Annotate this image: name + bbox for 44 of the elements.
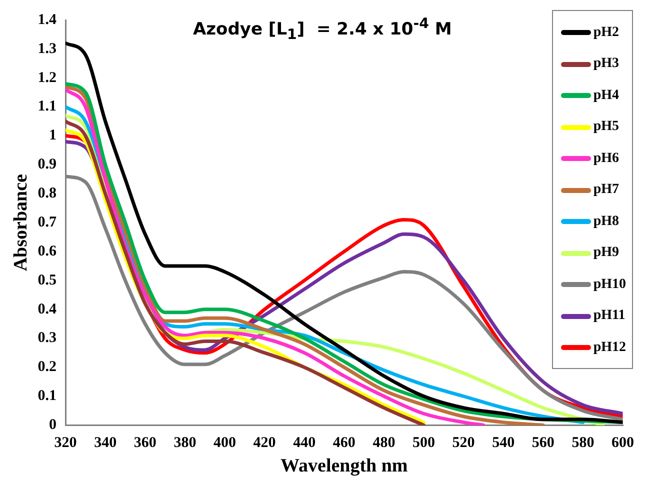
x-tick-label: 420 (253, 435, 276, 452)
legend-label: pH2 (593, 24, 619, 41)
legend-label: pH12 (593, 340, 626, 356)
legend-label: pH8 (593, 214, 619, 230)
x-tick-label: 360 (134, 435, 156, 452)
x-tick-label: 320 (54, 435, 77, 452)
y-tick-label: 1.2 (38, 70, 57, 86)
x-tick-label: 580 (572, 435, 594, 452)
y-tick-label: 1.1 (38, 98, 57, 115)
legend-label: pH9 (593, 245, 619, 262)
legend-label: pH5 (593, 119, 619, 136)
y-tick-label: 0.3 (38, 330, 57, 346)
y-tick-label: 1.4 (38, 12, 58, 28)
y-tick-label: 0.6 (38, 243, 58, 260)
y-tick-label: 1.3 (38, 40, 57, 57)
y-tick-label: 1 (49, 128, 57, 144)
x-tick-label: 460 (332, 435, 356, 452)
legend-label: pH7 (593, 182, 619, 198)
y-tick-label: 0.1 (38, 388, 57, 404)
y-axis-title: Absorbance (10, 174, 32, 272)
y-tick-label: 0.9 (38, 156, 57, 173)
y-tick-label: 0.7 (38, 214, 58, 230)
legend-label: pH11 (593, 308, 626, 324)
x-tick-label: 500 (412, 435, 435, 452)
x-tick-label: 400 (214, 435, 236, 452)
y-tick-label: 0.4 (38, 301, 58, 318)
chart-title: Azodye [L$_{1}$] = 2.4 x 10$^{-4}$ M (193, 16, 452, 44)
y-tick-label: 0 (49, 417, 57, 434)
x-tick-label: 440 (293, 435, 316, 452)
x-tick-label: 560 (532, 435, 554, 452)
x-tick-label: 380 (174, 435, 196, 452)
x-tick-label: 520 (452, 435, 475, 452)
legend-label: pH4 (593, 88, 619, 104)
legend-label: pH3 (593, 56, 619, 72)
x-axis-title: Wavelength nm (280, 456, 408, 477)
y-tick-label: 0.8 (38, 186, 57, 202)
legend-label: pH10 (593, 276, 626, 293)
legend-label: pH6 (593, 150, 619, 167)
x-tick-label: 540 (492, 435, 515, 452)
x-tick-label: 480 (372, 435, 396, 452)
x-tick-label: 600 (612, 435, 634, 452)
y-tick-label: 0.2 (38, 359, 57, 376)
y-tick-label: 0.5 (38, 272, 57, 288)
x-tick-label: 340 (94, 435, 117, 452)
